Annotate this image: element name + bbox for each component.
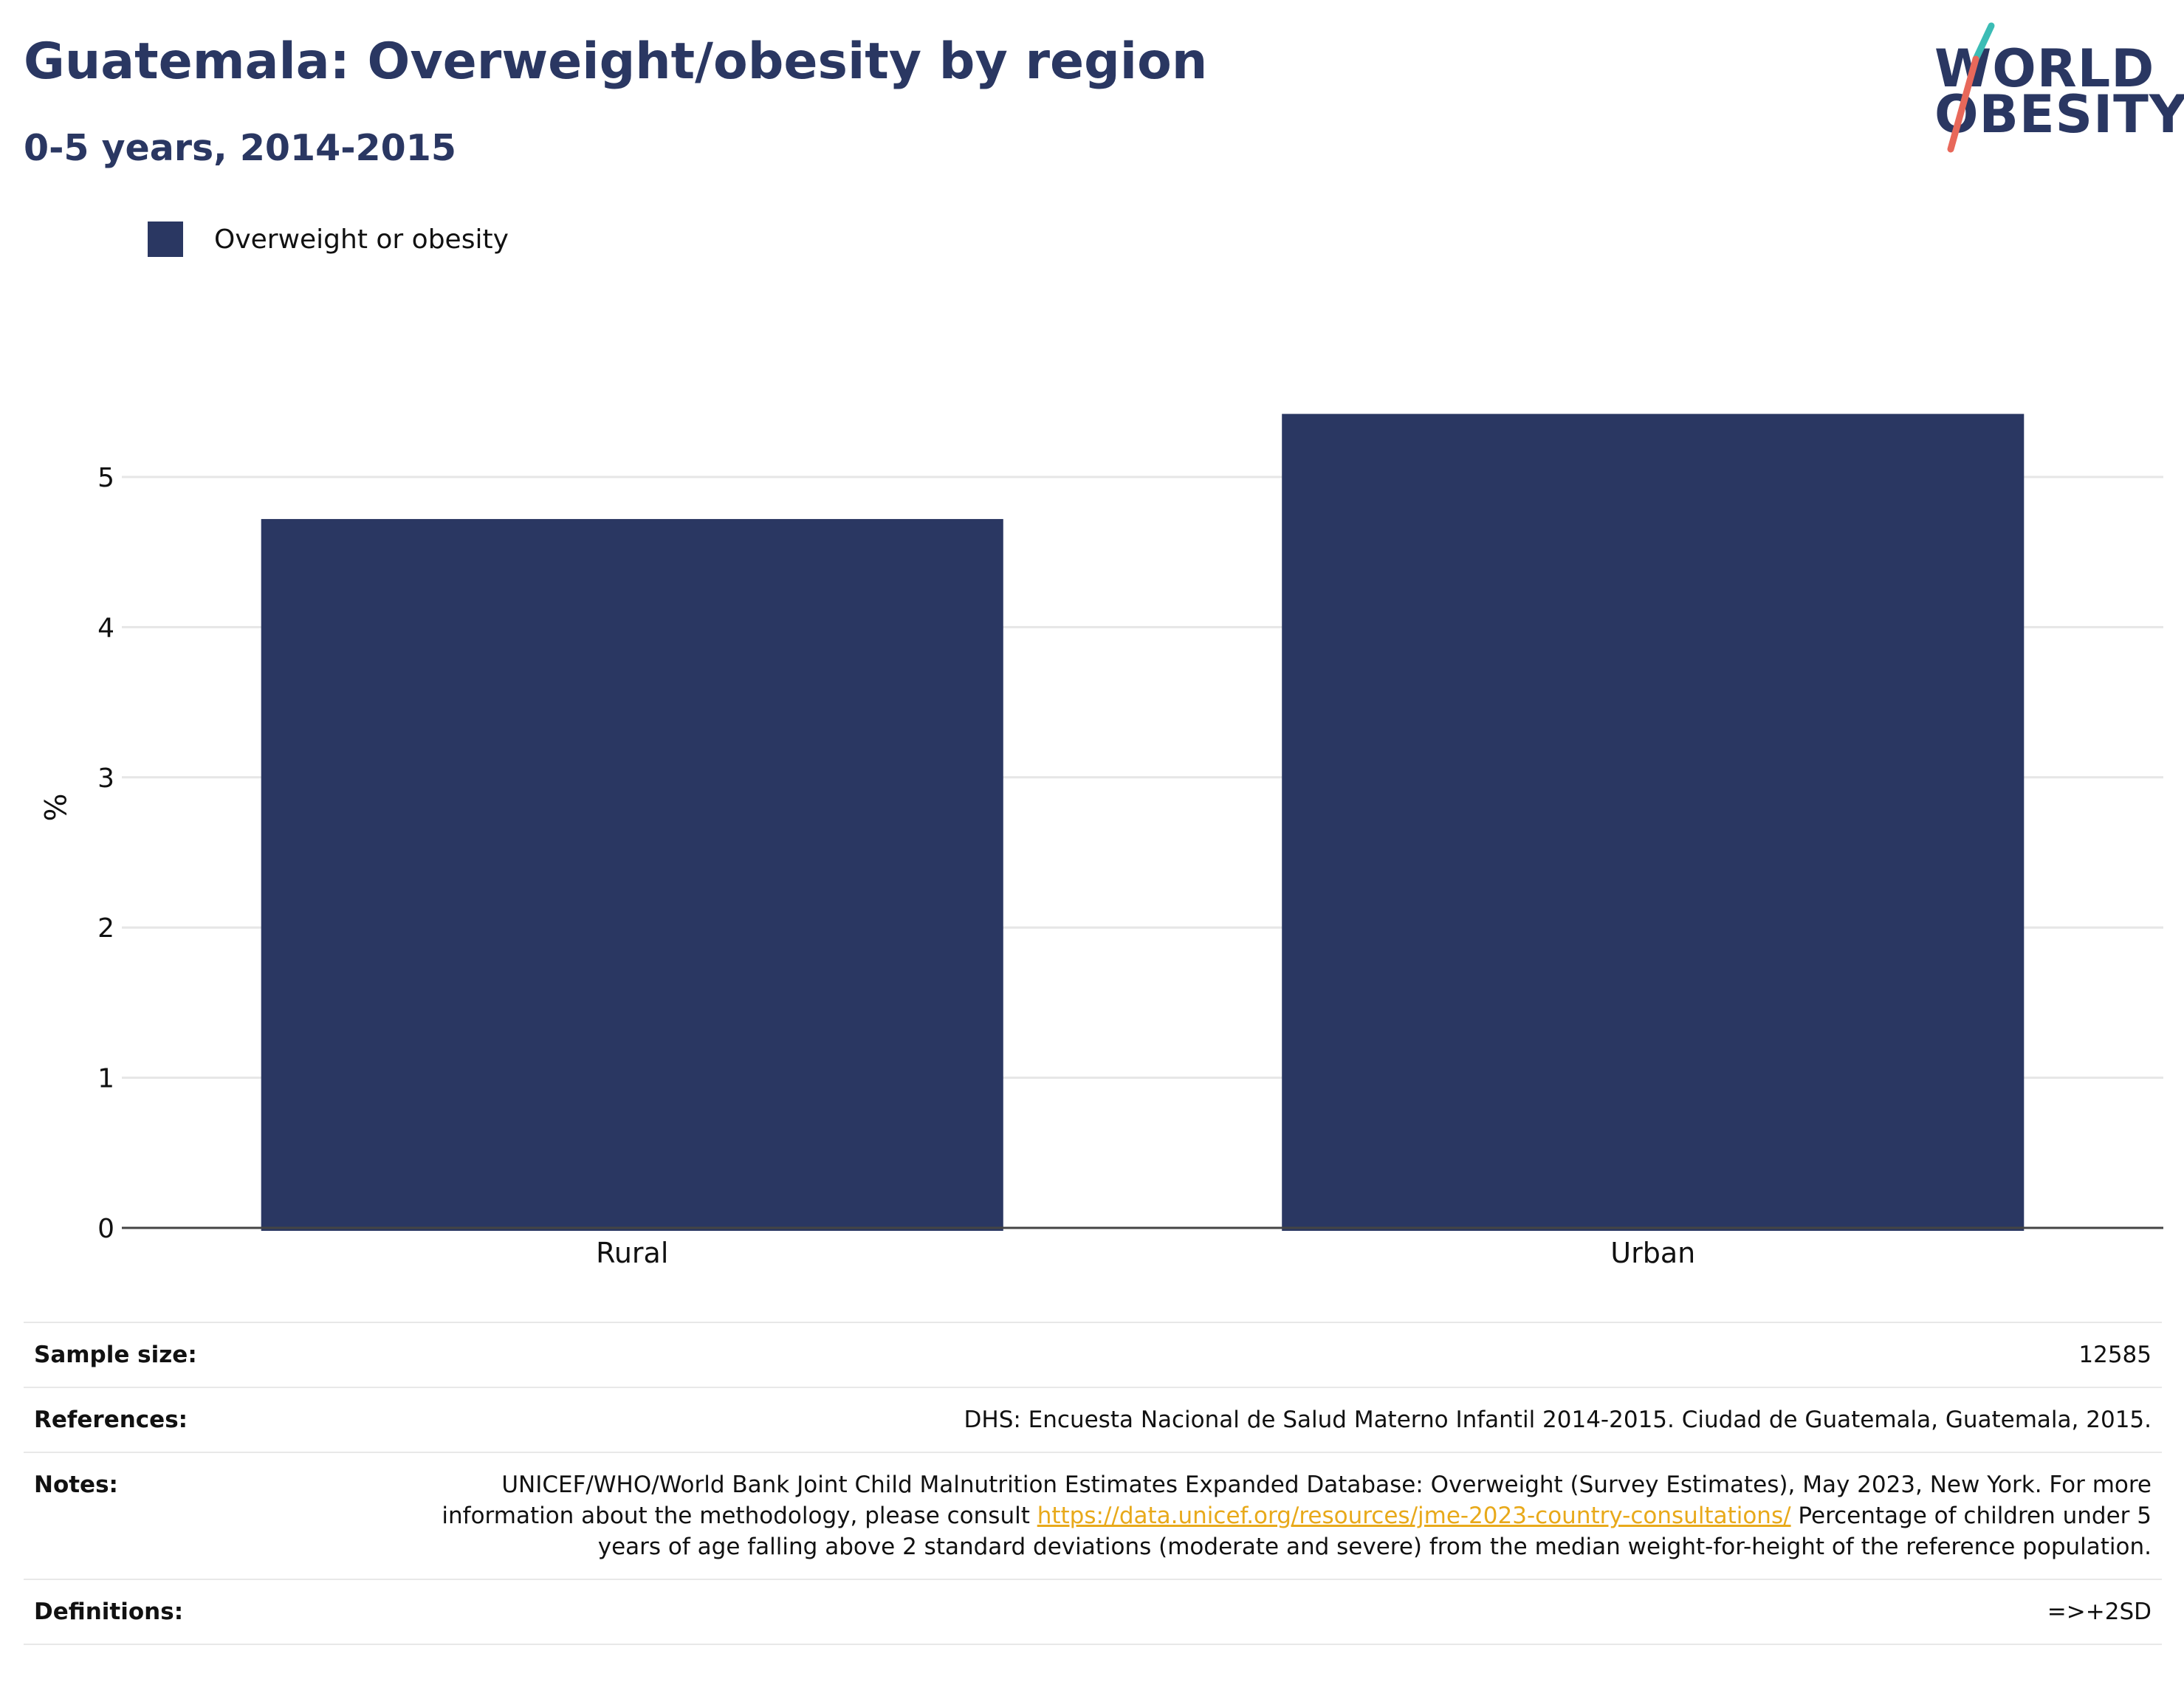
bars [261, 413, 2025, 1231]
bar-urban [1282, 413, 2025, 1231]
notes-link[interactable]: https://data.unicef.org/resources/jme-20… [1037, 1503, 1791, 1529]
notes-value: UNICEF/WHO/World Bank Joint Child Malnut… [418, 1452, 2162, 1580]
notes-label: Notes: [24, 1452, 418, 1580]
x-tick-label: Rural [596, 1237, 668, 1269]
references-row: References: DHS: Encuesta Nacional de Sa… [24, 1387, 2162, 1453]
sample-size-row: Sample size: 12585 [24, 1322, 2162, 1388]
sample-size-value: 12585 [418, 1322, 2162, 1388]
y-tick-label: 3 [97, 763, 114, 794]
definitions-label: Definitions: [24, 1579, 418, 1645]
x-tick-label: Urban [1610, 1237, 1695, 1269]
y-tick-label: 0 [97, 1214, 114, 1244]
y-tick-label: 1 [97, 1064, 114, 1094]
info-table: Sample size: 12585 References: DHS: Encu… [24, 1322, 2162, 1645]
definitions-value: =>+2SD [418, 1579, 2162, 1645]
notes-text-after: Percentage of children under 5 years of … [597, 1503, 2152, 1560]
definitions-row: Definitions: =>+2SD [24, 1579, 2162, 1645]
notes-row: Notes: UNICEF/WHO/World Bank Joint Child… [24, 1452, 2162, 1580]
references-label: References: [24, 1387, 418, 1453]
legend-label: Overweight or obesity [214, 224, 509, 255]
y-tick-label: 5 [97, 463, 114, 493]
y-tick-label: 4 [97, 613, 114, 643]
logo-word-obesity: OBESITY [1934, 84, 2184, 145]
axes: 0 1 2 3 4 5 Rural Urban% [37, 463, 2163, 1269]
world-obesity-logo: WORLD OBESITY [1920, 15, 2184, 162]
y-tick-label: 2 [97, 913, 114, 944]
page-title: Guatemala: Overweight/obesity by region [24, 32, 1208, 91]
legend-swatch [148, 222, 183, 257]
page-subtitle: 0-5 years, 2014-2015 [24, 127, 456, 169]
y-axis-label: % [37, 793, 71, 821]
references-value: DHS: Encuesta Nacional de Salud Materno … [418, 1387, 2162, 1453]
notes-text-before: UNICEF/WHO/World Bank Joint Child Malnut… [442, 1472, 2152, 1529]
sample-size-label: Sample size: [24, 1322, 418, 1388]
bar-rural [261, 518, 1003, 1231]
logo-slash-icon [1947, 22, 1995, 153]
bar-chart: 0 1 2 3 4 5 Rural Urban% [37, 413, 2163, 1269]
